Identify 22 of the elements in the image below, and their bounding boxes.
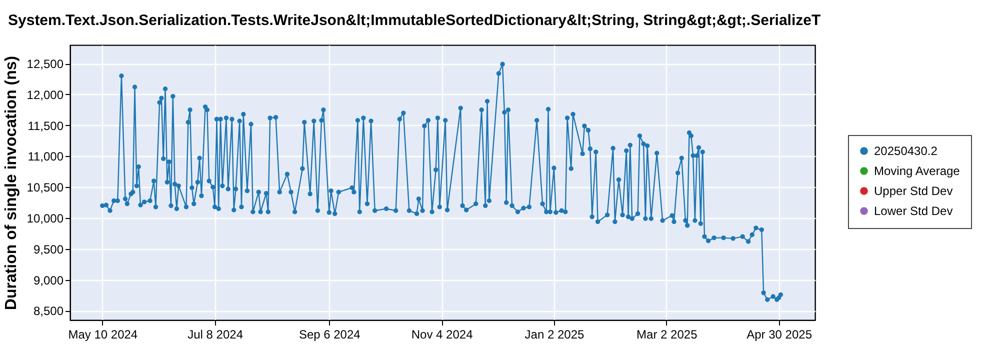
y-tick-label: 10,500 <box>26 180 64 195</box>
chart-title: System.Text.Json.Serialization.Tests.WriteJson&lt;ImmutableSortedDictionary&lt;String, String&gt;&gt;.SerializeT <box>8 12 821 29</box>
y-axis-title: Duration of single invocation (ns) <box>2 56 20 310</box>
legend-label: 20250430.2 <box>874 144 938 158</box>
y-tick-label: 9,000 <box>33 273 64 288</box>
y-tick-label: 12,000 <box>26 88 64 102</box>
legend-label: Upper Std Dev <box>874 184 953 198</box>
legend-label: Lower Std Dev <box>874 204 953 218</box>
y-tick-label: 10,000 <box>26 212 64 226</box>
x-tick-label: Mar 2 2025 <box>636 328 698 342</box>
legend-label: Moving Average <box>874 164 960 178</box>
x-tick-label: Apr 30 2025 <box>746 328 812 342</box>
y-tick-label: 11,500 <box>28 118 64 133</box>
x-tick-label: Jan 2 2025 <box>524 328 584 342</box>
x-tick-label: Jul 8 2024 <box>188 328 244 342</box>
y-tick-label: 12,500 <box>26 57 64 72</box>
x-tick-label: Nov 4 2024 <box>411 328 474 342</box>
y-tick-label: 8,500 <box>33 304 64 318</box>
x-tick-label: Sep 6 2024 <box>298 328 361 342</box>
y-tick-label: 9,500 <box>33 242 64 256</box>
y-tick-label: 11,000 <box>28 150 64 164</box>
x-tick-label: May 10 2024 <box>68 328 138 342</box>
